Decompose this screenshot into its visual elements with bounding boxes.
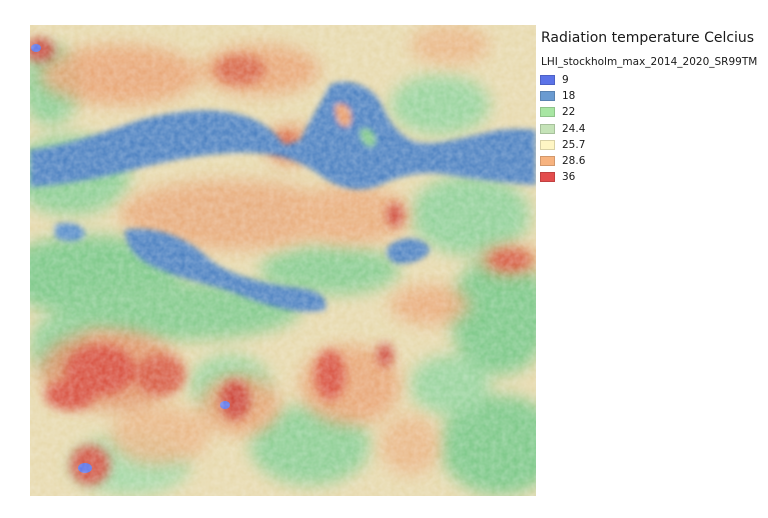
legend-item: 24.4 (540, 121, 760, 137)
legend-items: 9 18 22 24.4 25.7 28.6 36 (540, 72, 760, 185)
legend-label: 18 (562, 90, 576, 103)
legend-item: 9 (540, 72, 760, 88)
legend-item: 25.7 (540, 137, 760, 153)
legend-item: 28.6 (540, 153, 760, 169)
legend-swatch (540, 75, 555, 86)
legend-swatch (540, 156, 555, 167)
heat-map (30, 25, 536, 496)
legend-swatch (540, 107, 555, 118)
legend-layer-name: LHI_stockholm_max_2014_2020_SR99TM (541, 56, 758, 68)
legend-swatch (540, 172, 555, 183)
urban-texture (30, 25, 536, 496)
legend-swatch (540, 123, 555, 134)
legend-swatch (540, 91, 555, 102)
legend-label: 25.7 (562, 138, 586, 151)
legend-item: 36 (540, 169, 760, 185)
legend-label: 36 (562, 171, 576, 184)
legend-label: 9 (562, 74, 569, 87)
legend-label: 28.6 (562, 155, 586, 168)
legend-swatch (540, 139, 555, 150)
legend-item: 18 (540, 88, 760, 104)
legend: Radiation temperature Celcius LHI_stockh… (540, 30, 760, 185)
legend-label: 24.4 (562, 122, 586, 135)
legend-title: Radiation temperature Celcius (541, 30, 755, 46)
legend-item: 22 (540, 104, 760, 120)
legend-label: 22 (562, 106, 576, 119)
